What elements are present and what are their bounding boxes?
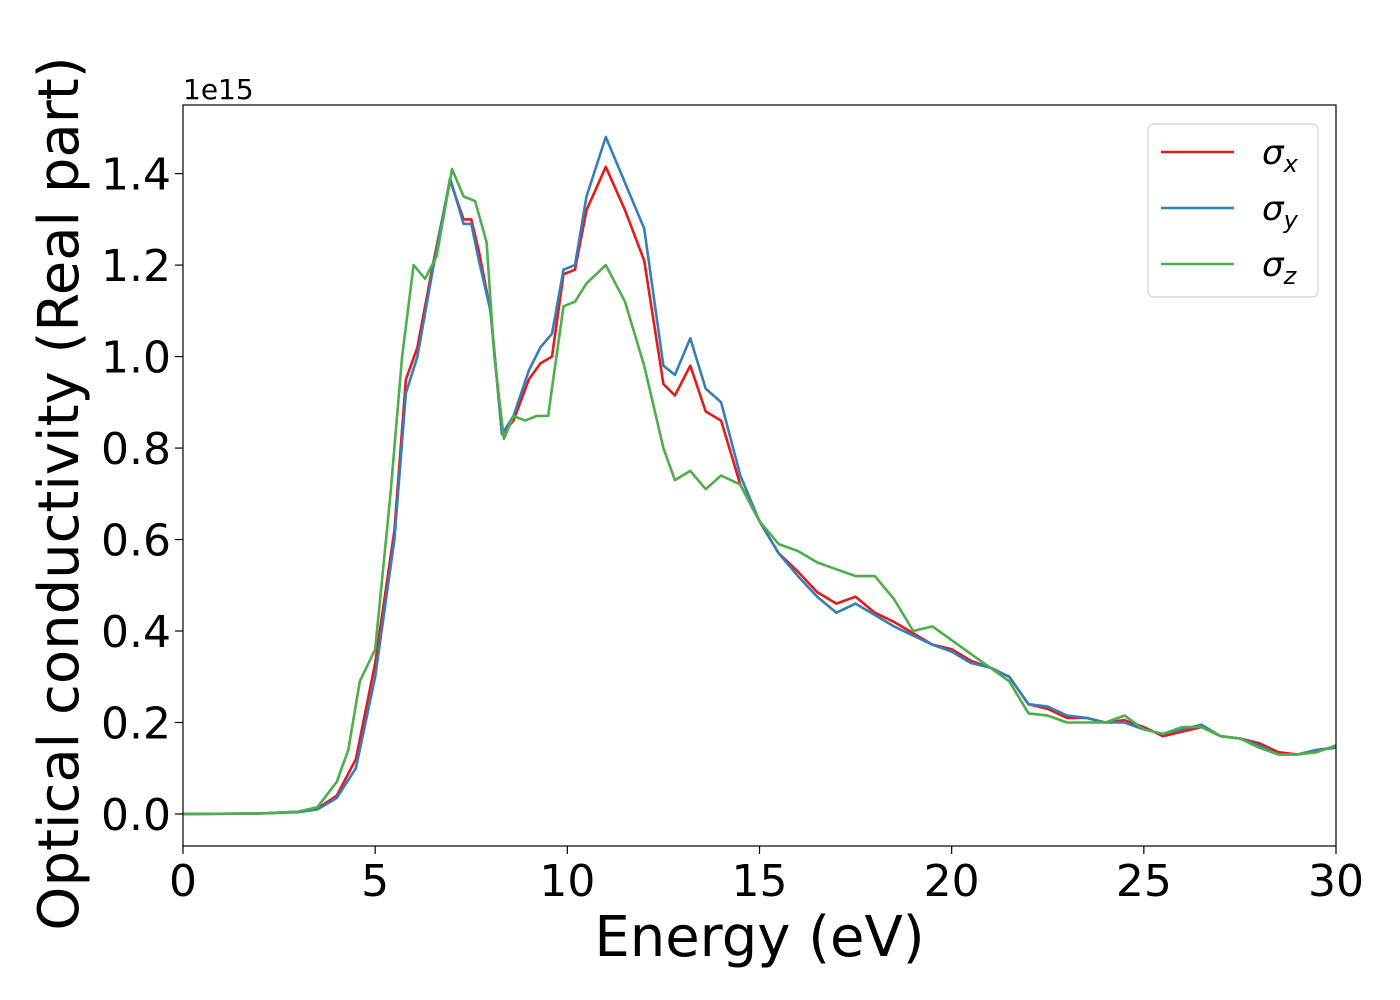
y-tick-label: 1.2 — [101, 241, 171, 292]
x-tick-label: 25 — [1116, 856, 1172, 907]
y-tick-label: 0.0 — [101, 790, 171, 841]
y-tick-label: 0.6 — [101, 516, 171, 567]
y-offset-text: 1e15 — [183, 73, 254, 106]
legend-subscript-z: z — [1283, 262, 1298, 290]
x-tick-label: 10 — [539, 856, 595, 907]
y-tick-label: 1.0 — [101, 333, 171, 384]
legend-subscript-y: y — [1283, 206, 1299, 234]
x-tick-label: 0 — [169, 856, 197, 907]
legend-frame — [1147, 123, 1319, 298]
x-tick-label: 15 — [732, 856, 788, 907]
y-axis: 0.0 0.2 0.4 0.6 0.8 1.0 1.2 1.4 — [101, 150, 183, 841]
x-tick-label: 20 — [924, 856, 980, 907]
plot-lines — [183, 135, 1336, 816]
x-tick-label: 5 — [361, 856, 389, 907]
x-tick-label: 30 — [1308, 856, 1364, 907]
x-axis-label: Energy (eV) — [594, 905, 924, 970]
y-tick-label: 0.8 — [101, 424, 171, 475]
y-tick-label: 1.4 — [101, 150, 171, 201]
series-line-z — [183, 167, 1336, 816]
y-axis-label: Optical conductivity (Real part) — [27, 56, 92, 930]
x-axis: 0 5 10 15 20 25 30 — [169, 846, 1364, 907]
legend-subscript-x: x — [1283, 150, 1299, 178]
y-tick-label: 0.4 — [101, 607, 171, 658]
y-tick-label: 0.2 — [101, 699, 171, 750]
